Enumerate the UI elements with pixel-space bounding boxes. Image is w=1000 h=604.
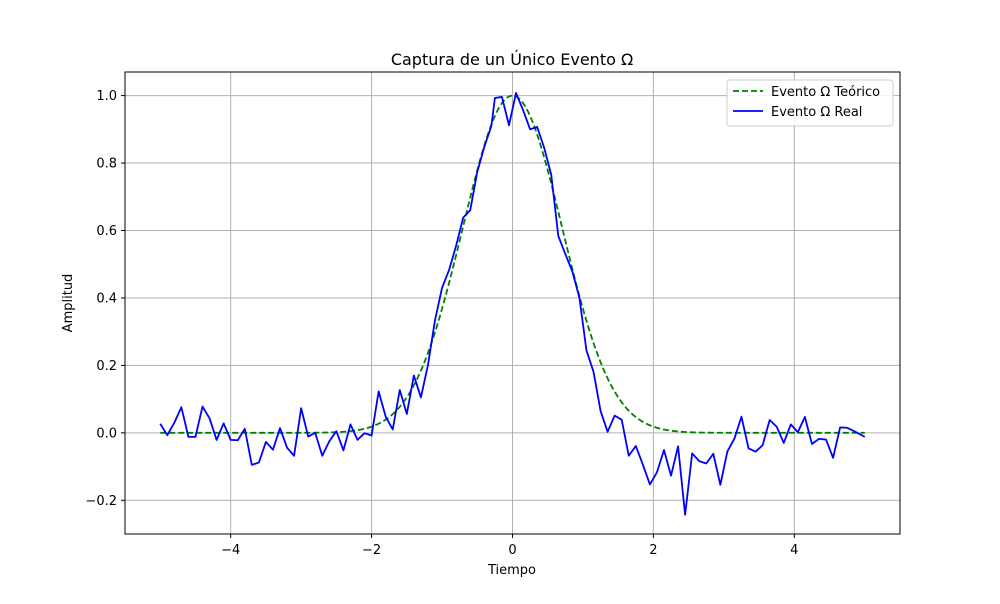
y-tick-label: 0.6	[96, 224, 117, 239]
y-axis-label: Amplitud	[61, 274, 76, 333]
legend-label-theoretical: Evento Ω Teórico	[771, 85, 880, 100]
x-tick-label: 4	[790, 543, 798, 558]
x-axis-label: Tiempo	[487, 563, 536, 578]
grid-lines	[125, 72, 900, 534]
chart-legend: Evento Ω Teórico Evento Ω Real	[726, 79, 894, 127]
legend-box	[726, 79, 894, 127]
y-tick-label: 1.0	[96, 89, 117, 104]
series-line-real	[159, 92, 866, 516]
y-tick-label: 0.4	[96, 291, 117, 306]
x-tick-label: −2	[362, 543, 381, 558]
plot-area	[159, 92, 866, 516]
y-tick-label: 0.0	[96, 426, 117, 441]
axis-ticks: −4 −2 0 2 4 −0.2 0.0 0.2 0.4 0.6 0.8 1.0	[85, 89, 798, 558]
y-tick-label: 0.2	[96, 359, 117, 374]
x-tick-label: −4	[221, 543, 240, 558]
y-tick-label: −0.2	[85, 494, 117, 509]
x-tick-label: 0	[508, 543, 516, 558]
chart-title: Captura de un Único Evento Ω	[391, 50, 633, 69]
y-tick-label: 0.8	[96, 157, 117, 172]
x-tick-label: 2	[649, 543, 657, 558]
legend-label-real: Evento Ω Real	[771, 105, 862, 120]
